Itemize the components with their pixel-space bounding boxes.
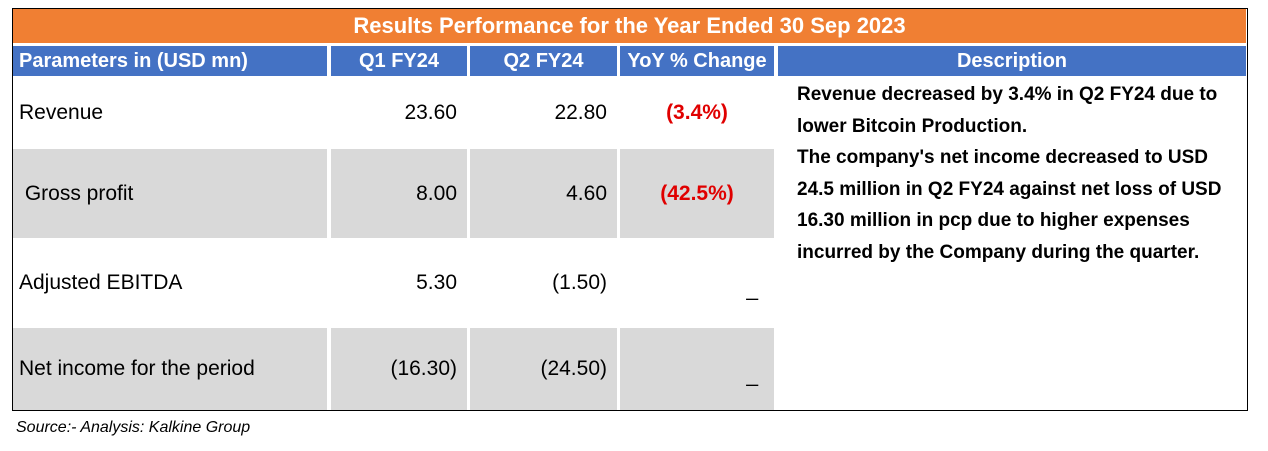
- header-description: Description: [778, 46, 1246, 76]
- row-net-income-yoy: _: [620, 328, 774, 410]
- row-revenue-parameter: Revenue: [19, 101, 104, 124]
- row-gross-profit-q1: 8.00: [331, 149, 467, 238]
- header-parameters: Parameters in (USD mn): [13, 46, 327, 76]
- row-revenue-yoy: (3.4%): [666, 101, 728, 124]
- description-revenue: Revenue decreased by 3.4% in Q2 FY24 due…: [797, 84, 1218, 137]
- row-revenue-q1: 23.60: [404, 101, 457, 124]
- row-ebitda-yoy: _: [746, 278, 758, 301]
- row-gross-profit-q2: 4.60: [470, 149, 617, 238]
- row-net-income-q1: (16.30): [331, 328, 467, 410]
- description-text: Revenue decreased by 3.4% in Q2 FY24 due…: [797, 79, 1247, 268]
- row-ebitda-parameter: Adjusted EBITDA: [19, 271, 183, 294]
- row-gross-profit-parameter: Gross profit: [13, 149, 327, 238]
- header-q1: Q1 FY24: [331, 46, 467, 76]
- row-ebitda-q2: (1.50): [552, 271, 607, 294]
- row-net-income-parameter: Net income for the period: [13, 328, 327, 410]
- description-net-income: The company's net income decreased to US…: [797, 147, 1222, 263]
- row-ebitda-q1: 5.30: [416, 271, 457, 294]
- results-table: Results Performance for the Year Ended 3…: [12, 8, 1248, 411]
- source-note: Source:- Analysis: Kalkine Group: [16, 419, 251, 436]
- table-title: Results Performance for the Year Ended 3…: [13, 9, 1246, 43]
- header-q2: Q2 FY24: [470, 46, 617, 76]
- row-gross-profit-yoy: (42.5%): [620, 149, 774, 238]
- row-net-income-q2: (24.50): [470, 328, 617, 410]
- header-yoy: YoY % Change: [620, 46, 774, 76]
- row-revenue-q2: 22.80: [554, 101, 607, 124]
